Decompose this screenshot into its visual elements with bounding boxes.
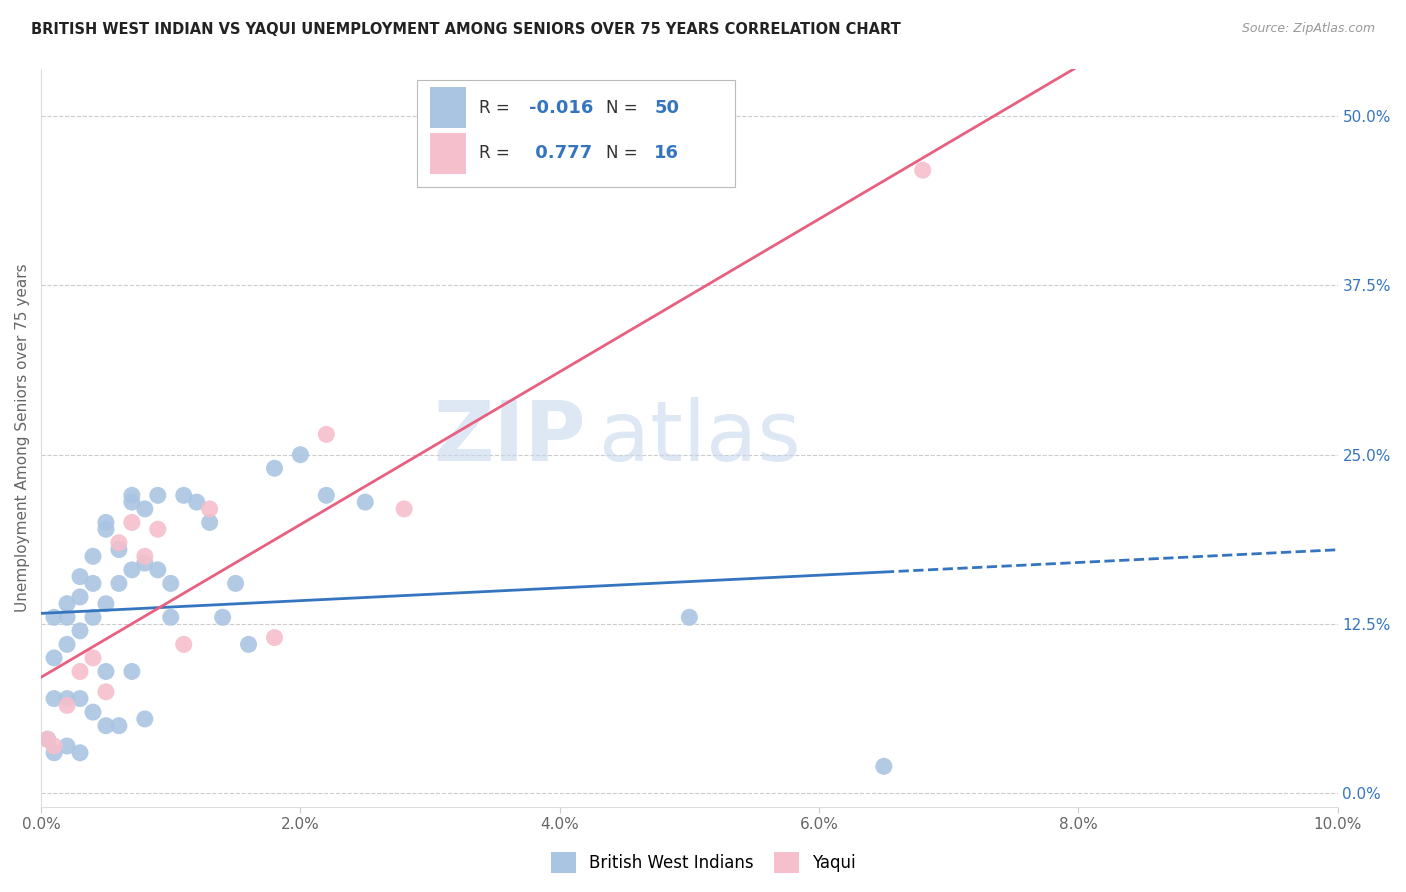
Text: ZIP: ZIP — [433, 397, 586, 478]
Point — [82, 576, 104, 591]
Point — [42, 691, 65, 706]
Point — [134, 502, 156, 516]
Text: BRITISH WEST INDIAN VS YAQUI UNEMPLOYMENT AMONG SENIORS OVER 75 YEARS CORRELATIO: BRITISH WEST INDIAN VS YAQUI UNEMPLOYMEN… — [31, 22, 901, 37]
Point — [94, 522, 117, 536]
Point — [56, 698, 79, 713]
Point — [315, 488, 337, 502]
Point — [134, 556, 156, 570]
Point — [56, 610, 79, 624]
Point — [173, 488, 195, 502]
Point — [42, 651, 65, 665]
Point — [69, 665, 91, 679]
Point — [69, 691, 91, 706]
FancyBboxPatch shape — [418, 79, 735, 186]
Point — [42, 610, 65, 624]
Point — [146, 563, 169, 577]
Point — [911, 163, 934, 178]
Point — [69, 569, 91, 583]
Point — [37, 732, 59, 747]
Point — [108, 576, 131, 591]
Point — [146, 488, 169, 502]
Point — [211, 610, 233, 624]
FancyBboxPatch shape — [430, 133, 467, 174]
Point — [56, 637, 79, 651]
Point — [186, 495, 208, 509]
Point — [94, 597, 117, 611]
Point — [315, 427, 337, 442]
Point — [94, 685, 117, 699]
Point — [225, 576, 247, 591]
Point — [134, 549, 156, 564]
Point — [94, 516, 117, 530]
Point — [82, 610, 104, 624]
Point — [290, 448, 312, 462]
Point — [37, 732, 59, 747]
Point — [108, 542, 131, 557]
Text: 16: 16 — [654, 145, 679, 162]
Point — [69, 746, 91, 760]
Point — [82, 549, 104, 564]
Point — [873, 759, 896, 773]
Point — [263, 461, 285, 475]
Point — [121, 665, 143, 679]
Point — [42, 746, 65, 760]
Point — [108, 719, 131, 733]
Text: R =: R = — [479, 99, 516, 117]
Text: N =: N = — [606, 145, 644, 162]
Point — [121, 488, 143, 502]
Y-axis label: Unemployment Among Seniors over 75 years: Unemployment Among Seniors over 75 years — [15, 263, 30, 612]
Point — [159, 576, 181, 591]
Point — [121, 495, 143, 509]
Point — [173, 637, 195, 651]
Text: Source: ZipAtlas.com: Source: ZipAtlas.com — [1241, 22, 1375, 36]
Text: R =: R = — [479, 145, 520, 162]
Point — [238, 637, 260, 651]
Text: 0.777: 0.777 — [529, 145, 592, 162]
Point — [69, 590, 91, 604]
Point — [56, 739, 79, 753]
Point — [82, 651, 104, 665]
Text: -0.016: -0.016 — [529, 99, 593, 117]
Point — [69, 624, 91, 638]
Point — [108, 535, 131, 549]
Point — [678, 610, 700, 624]
Point — [354, 495, 377, 509]
Point — [198, 516, 221, 530]
Text: 50: 50 — [654, 99, 679, 117]
Point — [82, 705, 104, 719]
Point — [198, 502, 221, 516]
Text: N =: N = — [606, 99, 644, 117]
Point — [94, 719, 117, 733]
Text: atlas: atlas — [599, 397, 800, 478]
Point — [121, 516, 143, 530]
Point — [94, 665, 117, 679]
Point — [392, 502, 415, 516]
Point — [56, 597, 79, 611]
Point — [159, 610, 181, 624]
Legend: British West Indians, Yaqui: British West Indians, Yaqui — [544, 846, 862, 880]
Point — [56, 691, 79, 706]
FancyBboxPatch shape — [430, 87, 467, 128]
Point — [134, 712, 156, 726]
Point — [263, 631, 285, 645]
Point — [42, 739, 65, 753]
Point — [146, 522, 169, 536]
Point — [121, 563, 143, 577]
